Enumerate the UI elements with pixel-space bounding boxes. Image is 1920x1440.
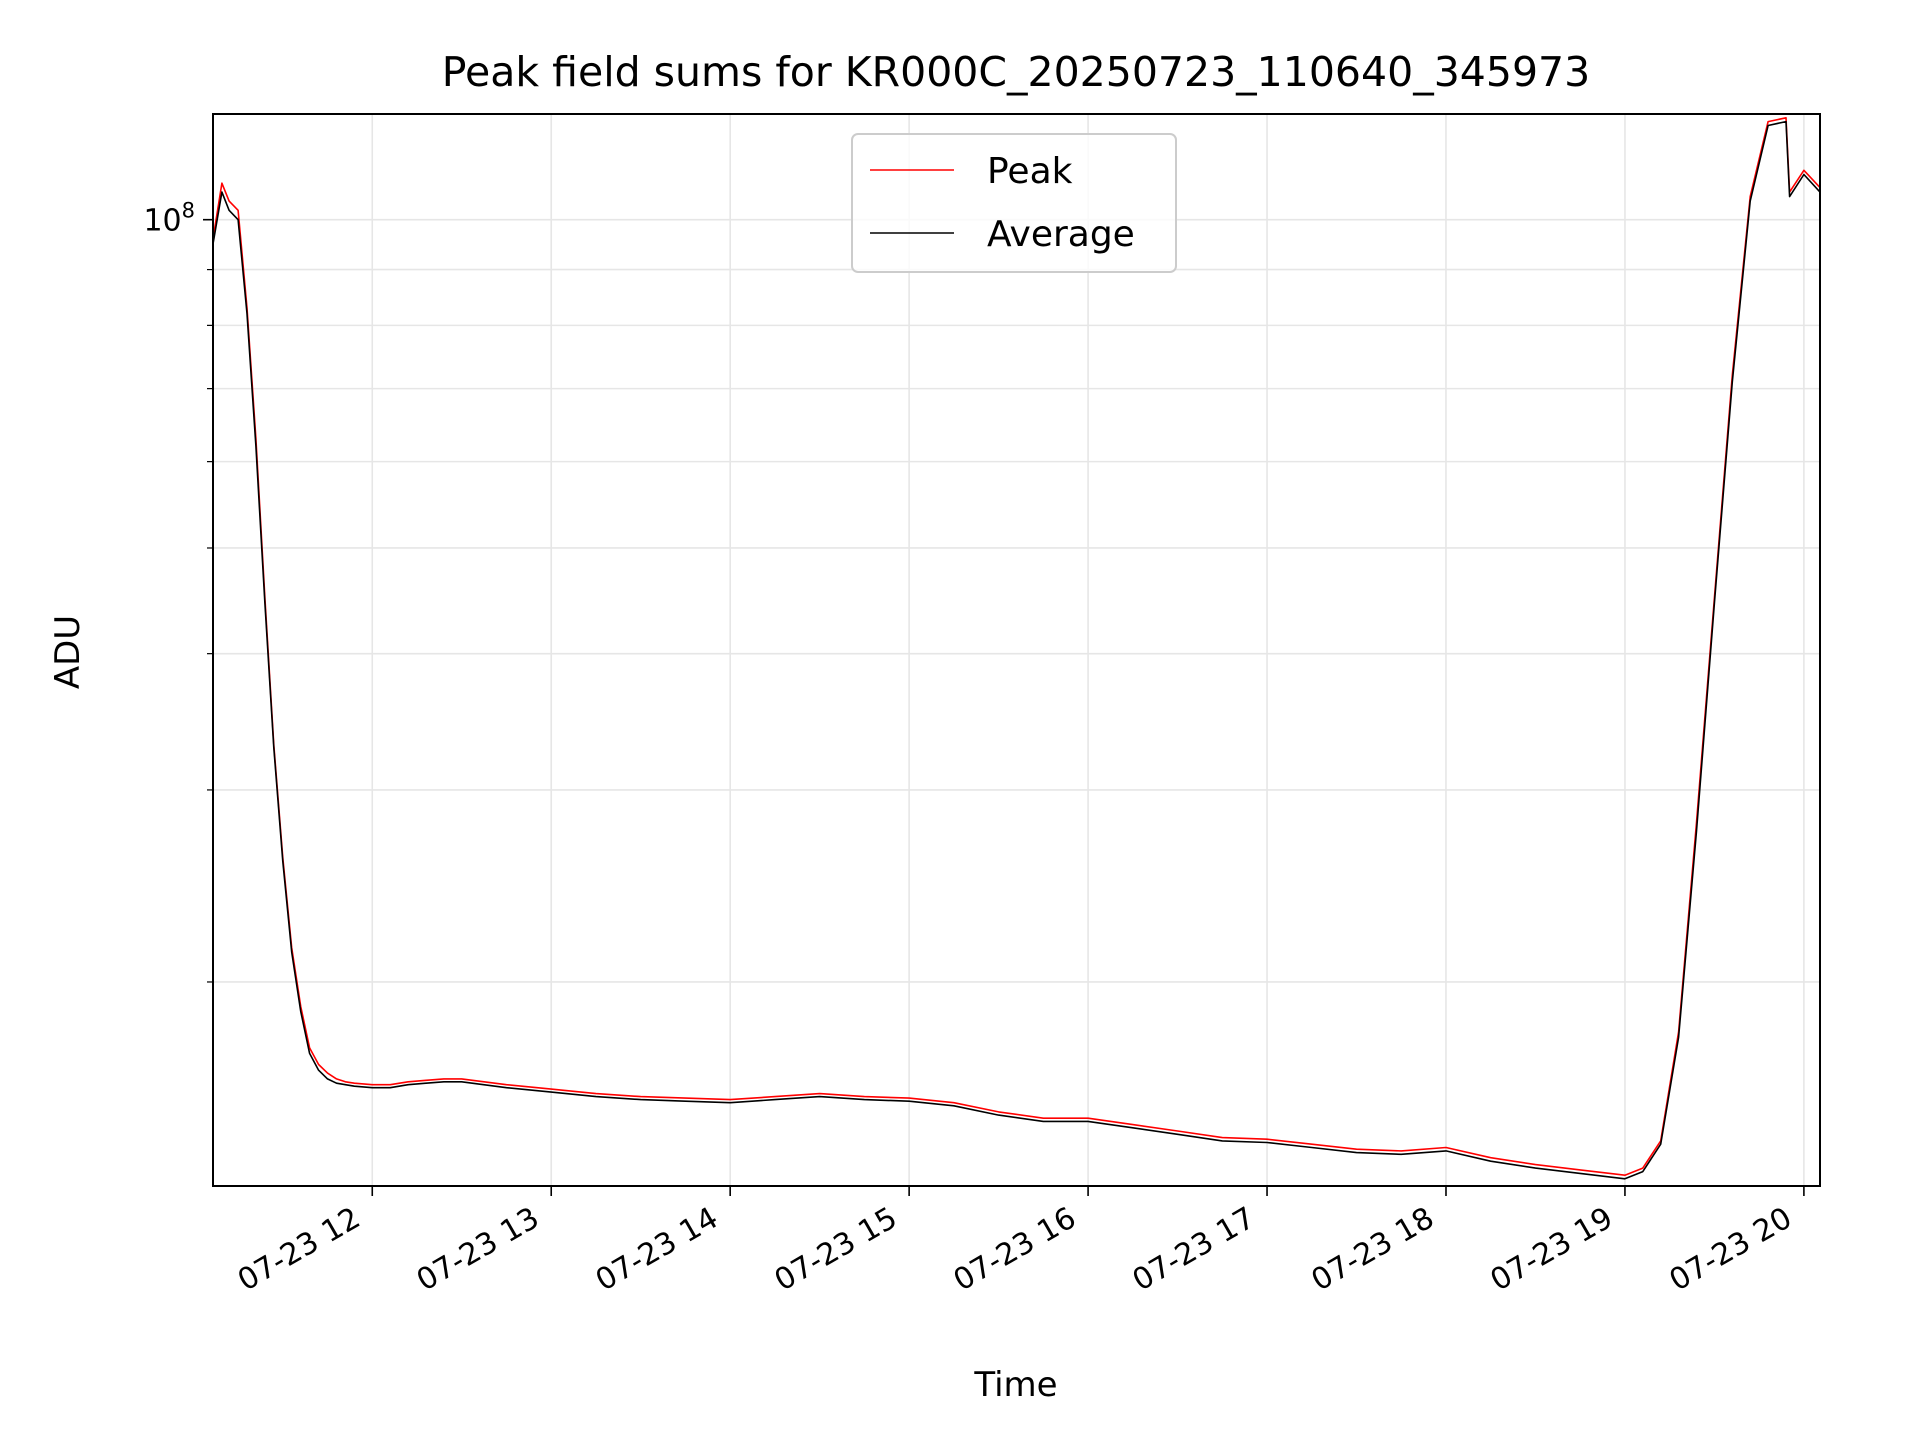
legend-box [851, 133, 1177, 273]
chart-title: Peak field sums for KR000C_20250723_1106… [442, 48, 1590, 96]
legend-label-peak: Peak [987, 151, 1073, 192]
y-axis-label: ADU [48, 615, 88, 689]
series-line-average [212, 120, 1821, 1180]
series-layer [212, 117, 1821, 1180]
x-axis-label: Time [973, 1365, 1057, 1405]
y-tick-label: 108 [143, 199, 195, 239]
legend: Peak Average [851, 133, 1177, 273]
grid [213, 114, 1820, 1186]
legend-label-average: Average [987, 214, 1135, 255]
plot-frame [212, 113, 1821, 1187]
